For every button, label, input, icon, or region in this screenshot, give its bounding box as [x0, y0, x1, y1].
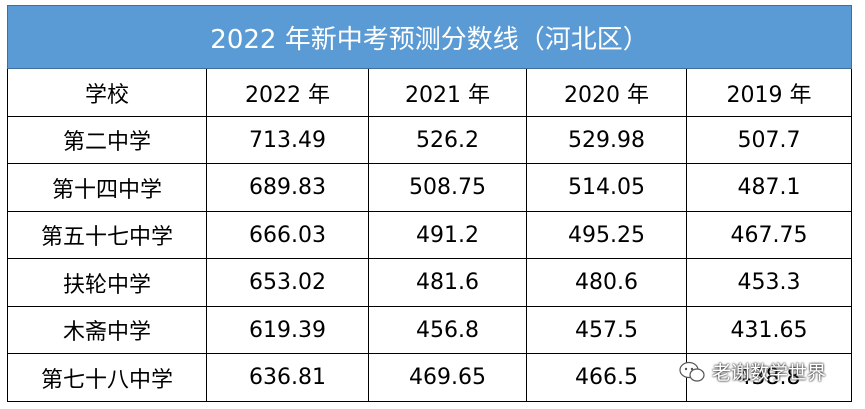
score-cell: 480.6	[527, 259, 687, 307]
score-cell: 467.75	[687, 212, 852, 259]
score-cell: 438.8	[687, 354, 852, 402]
column-header: 2020 年	[527, 69, 687, 117]
watermark-text: 老谢数学世界	[712, 362, 827, 384]
score-cell: 453.3	[687, 259, 852, 307]
score-cell: 466.5	[527, 354, 687, 402]
school-name: 第五十七中学	[7, 212, 207, 259]
score-cell: 636.81	[207, 354, 369, 402]
column-header: 2021 年	[369, 69, 527, 117]
score-cell: 487.1	[687, 164, 852, 212]
score-cell: 653.02	[207, 259, 369, 307]
school-name: 第十四中学	[7, 164, 207, 212]
school-name: 第七十八中学	[7, 354, 207, 402]
score-cell: 456.8	[369, 307, 527, 354]
score-cell: 666.03	[207, 212, 369, 259]
score-cell: 619.39	[207, 307, 369, 354]
school-name: 木斋中学	[7, 307, 207, 354]
watermark-icon	[679, 361, 705, 382]
column-header: 2019 年	[687, 69, 852, 117]
score-cell: 431.65	[687, 307, 852, 354]
score-cell: 689.83	[207, 164, 369, 212]
column-header: 2022 年	[207, 69, 369, 117]
score-cell: 507.7	[687, 117, 852, 164]
school-name: 扶轮中学	[7, 259, 207, 307]
score-cell: 529.98	[527, 117, 687, 164]
score-cell: 508.75	[369, 164, 527, 212]
score-cell: 481.6	[369, 259, 527, 307]
score-cell: 491.2	[369, 212, 527, 259]
score-cell: 457.5	[527, 307, 687, 354]
score-cell: 514.05	[527, 164, 687, 212]
watermark: 老谢数学世界	[678, 358, 826, 385]
score-cell: 495.25	[527, 212, 687, 259]
column-header: 学校	[7, 69, 207, 117]
score-cell: 713.49	[207, 117, 369, 164]
score-cell: 526.2	[369, 117, 527, 164]
table-title: 2022 年新中考预测分数线（河北区）	[7, 5, 852, 69]
score-cell: 469.65	[369, 354, 527, 402]
school-name: 第二中学	[7, 117, 207, 164]
